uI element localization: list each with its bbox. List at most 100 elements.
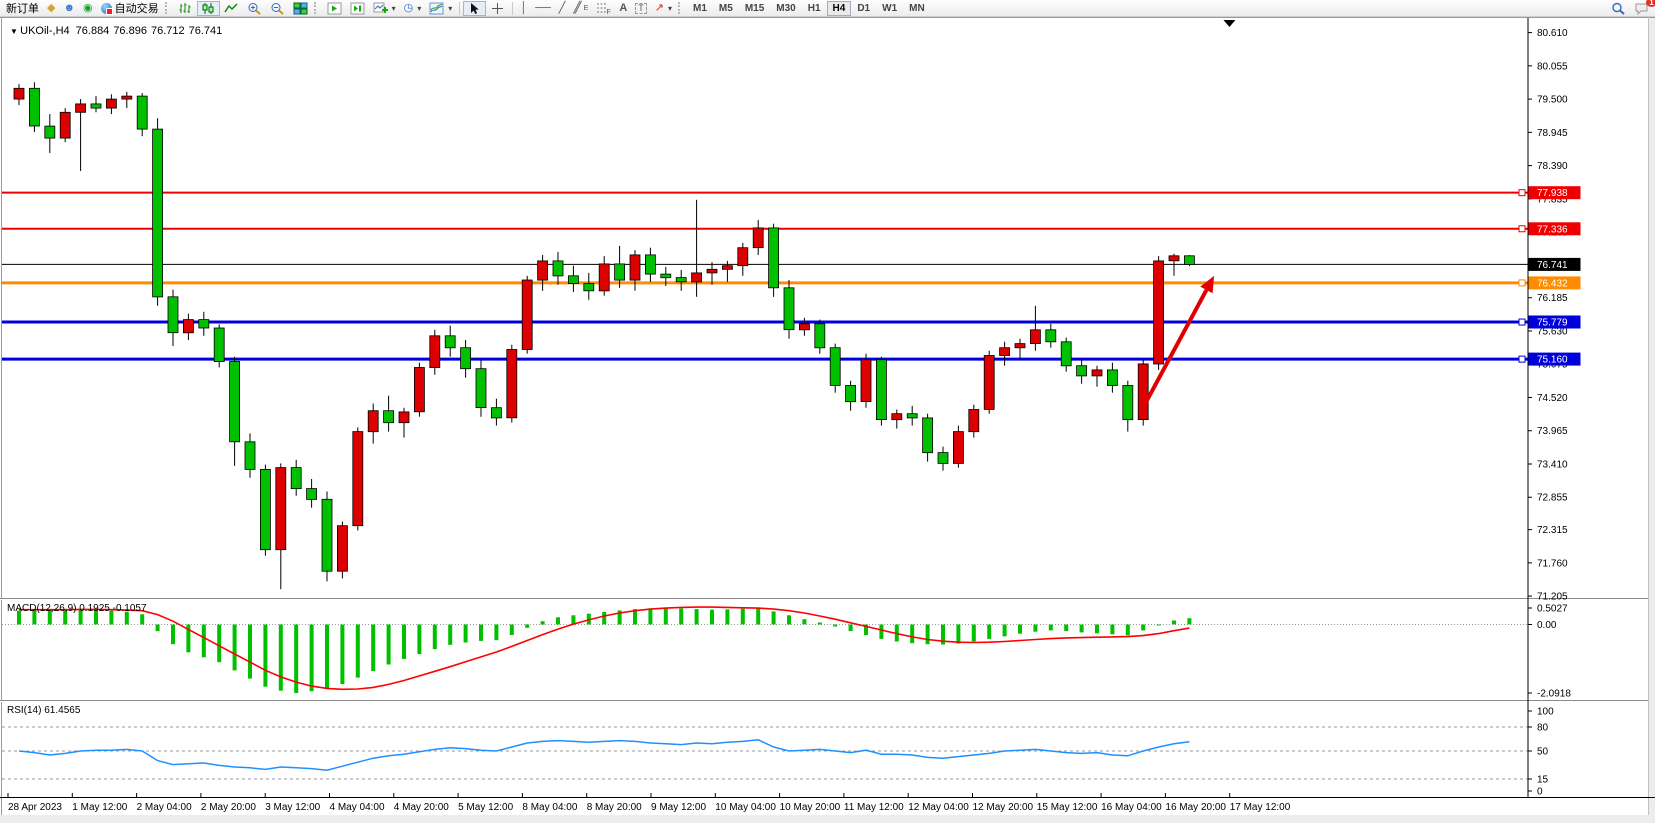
svg-text:77.835: 77.835: [1537, 194, 1568, 205]
search-icon: [1612, 2, 1625, 15]
svg-text:0.5027: 0.5027: [1537, 604, 1568, 615]
svg-text:72.855: 72.855: [1537, 493, 1568, 504]
timeframe-button-m30[interactable]: M30: [770, 1, 801, 16]
hline-handle[interactable]: [1518, 279, 1526, 287]
market-watch-icon: ◆: [47, 1, 56, 14]
toolbar-grip: [313, 2, 320, 14]
svg-text:76.185: 76.185: [1537, 293, 1568, 304]
arrows-button[interactable]: ↗ ▾: [651, 1, 676, 16]
svg-text:77.938: 77.938: [1537, 188, 1568, 199]
svg-text:17 May 12:00: 17 May 12:00: [1230, 802, 1291, 813]
svg-text:12 May 20:00: 12 May 20:00: [973, 802, 1034, 813]
search-button[interactable]: [1607, 1, 1630, 16]
timeframe-bar: M1 M5 M15 M30 H1 H4 D1 W1 MN: [687, 0, 931, 16]
text-button[interactable]: A: [615, 1, 631, 16]
hline-handle[interactable]: [1518, 355, 1526, 363]
vertical-line-icon: │: [520, 1, 528, 14]
timeframe-button-h1[interactable]: H1: [802, 1, 827, 16]
dropdown-arrow-icon: ▾: [391, 3, 396, 13]
svg-text:-2.0918: -2.0918: [1537, 689, 1571, 700]
vertical-line-button[interactable]: │: [516, 1, 531, 16]
trendline-button[interactable]: ╱: [555, 1, 570, 16]
candles: [13, 82, 1195, 590]
step-forward-button[interactable]: [346, 1, 369, 16]
svg-text:15: 15: [1537, 775, 1549, 786]
symbol-dropdown-icon[interactable]: ▼: [10, 27, 20, 36]
strategy-test-button[interactable]: [323, 1, 346, 16]
period-button[interactable]: ◷ ▾: [400, 1, 426, 16]
toolbar-grip: [678, 2, 684, 14]
horizontal-line-button[interactable]: ──: [531, 1, 555, 16]
svg-text:11 May 12:00: 11 May 12:00: [844, 802, 904, 813]
dropdown-arrow-icon: ▾: [448, 3, 453, 13]
rsi-panel: [2, 726, 1528, 780]
autotrading-button[interactable]: 自动交易: [97, 1, 163, 16]
timeframe-button-m5[interactable]: M5: [713, 1, 739, 16]
svg-text:8 May 20:00: 8 May 20:00: [587, 802, 642, 813]
price-badge-77.938: [1528, 186, 1581, 200]
new-chart-icon: [373, 2, 388, 13]
chart-background[interactable]: [0, 17, 1655, 823]
svg-text:71.760: 71.760: [1537, 558, 1568, 569]
tile-windows-button[interactable]: [289, 1, 312, 16]
zoom-out-button[interactable]: [266, 1, 289, 16]
current-price-badge: [1528, 257, 1581, 271]
crosshair-button[interactable]: [486, 1, 509, 16]
timeframe-button-m1[interactable]: M1: [687, 1, 713, 16]
svg-text:0.00: 0.00: [1537, 620, 1557, 631]
text-label-button[interactable]: T: [631, 1, 651, 16]
hline-handle[interactable]: [1518, 318, 1526, 326]
line-chart-icon: [224, 2, 238, 12]
timeframe-button-m15[interactable]: M15: [739, 1, 770, 16]
macd-indicator-label: MACD(12,26,9) 0.1925 -0.1057: [7, 603, 147, 614]
step-forward-icon: [350, 2, 365, 14]
candlestick-chart-icon: [202, 2, 214, 14]
svg-text:80.055: 80.055: [1537, 61, 1568, 72]
candlestick-chart-button[interactable]: [196, 0, 220, 16]
bar-chart-button[interactable]: [174, 1, 197, 16]
navigator-button[interactable]: ◉: [79, 1, 97, 16]
chart-title: ▼ UKOil-,H4 76.884 76.896 76.712 76.741: [10, 25, 222, 37]
horizontal-lines[interactable]: [2, 189, 1528, 363]
channel-button[interactable]: ╱╱ E: [569, 1, 592, 16]
svg-text:1 May 12:00: 1 May 12:00: [72, 802, 127, 813]
svg-text:9 May 12:00: 9 May 12:00: [651, 802, 706, 813]
timeframe-button-h4[interactable]: H4: [826, 0, 852, 16]
notifications-button[interactable]: 1: [1630, 0, 1655, 16]
text-label-icon: T: [635, 2, 647, 14]
price-axis[interactable]: 80.61080.05579.50078.94578.39077.83577.2…: [1527, 18, 1581, 798]
macd-signal-line: [19, 606, 1190, 691]
rsi-indicator-label: RSI(14) 61.4565: [7, 705, 81, 716]
time-axis[interactable]: 28 Apr 2023 1 May 12:00 2 May 04:00 2 May 2…: [0, 793, 1655, 813]
chart-shift-marker[interactable]: [1223, 20, 1236, 27]
new-order-label: 新订单: [6, 3, 39, 15]
data-window-icon: ☻: [63, 1, 76, 14]
rsi-line: [18, 739, 1190, 771]
zoom-in-button[interactable]: [243, 1, 266, 16]
svg-text:28 Apr 2023: 28 Apr 2023: [8, 802, 62, 813]
svg-text:5 May 12:00: 5 May 12:00: [458, 802, 513, 813]
template-button[interactable]: ▾: [425, 1, 456, 16]
zoom-out-icon: [271, 2, 284, 15]
new-order-button[interactable]: 新订单: [2, 1, 43, 16]
fibonacci-button[interactable]: F: [592, 1, 615, 16]
new-chart-button[interactable]: ▾: [369, 1, 400, 16]
toolbar-separator: [512, 1, 514, 15]
market-watch-button[interactable]: ◆: [43, 1, 59, 16]
price-badge-75.160: [1528, 352, 1581, 366]
timeframe-button-w1[interactable]: W1: [876, 1, 903, 16]
data-window-button[interactable]: ☻: [59, 1, 79, 16]
timeframe-button-mn[interactable]: MN: [903, 1, 931, 16]
macd-panel: [2, 606, 1528, 693]
timeframe-button-d1[interactable]: D1: [851, 1, 876, 16]
hline-handle[interactable]: [1518, 189, 1526, 197]
annotation-arrow[interactable]: [1144, 275, 1215, 403]
bar-chart-icon: [179, 2, 191, 13]
cursor-button[interactable]: [463, 0, 487, 16]
svg-text:78.945: 78.945: [1537, 128, 1568, 139]
hline-handle[interactable]: [1518, 225, 1526, 233]
svg-text:16 May 20:00: 16 May 20:00: [1165, 802, 1226, 813]
fibonacci-icon: F: [597, 3, 611, 15]
line-chart-button[interactable]: [220, 1, 243, 16]
